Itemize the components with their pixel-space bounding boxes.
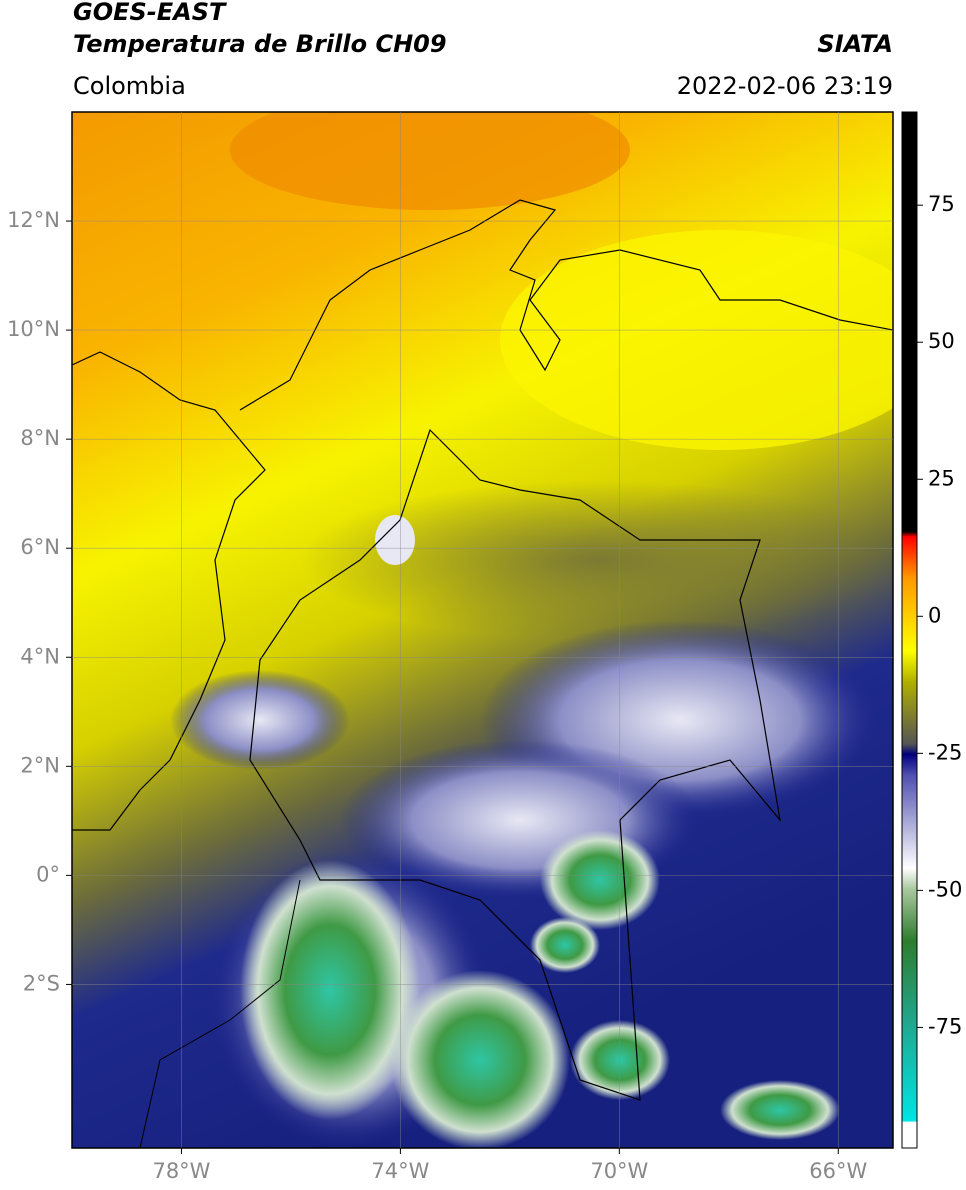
- title: GOES-EAST: [73, 0, 226, 26]
- y-tick-label: 10°N: [7, 317, 60, 341]
- y-tick-label: 12°N: [7, 208, 60, 232]
- colorbar-tick-label: -50: [928, 877, 962, 901]
- colorbar-tick-label: -75: [928, 1014, 962, 1038]
- x-tick-label: 70°W: [590, 1159, 648, 1183]
- x-tick-label: 66°W: [809, 1159, 867, 1183]
- x-tick-label: 74°W: [371, 1159, 429, 1183]
- colorbar: [901, 111, 918, 1149]
- y-tick-label: 0°: [36, 862, 60, 886]
- region: Colombia: [73, 72, 186, 100]
- x-tick-label: 78°W: [152, 1159, 210, 1183]
- y-tick-label: 6°N: [20, 535, 60, 559]
- y-tick-label: 4°N: [20, 644, 60, 668]
- map-frame: [71, 111, 894, 1149]
- title: Temperatura de Brillo CH09: [73, 30, 447, 58]
- datetime: 2022-02-06 23:19: [676, 72, 893, 100]
- colorbar-tick-label: 0: [928, 603, 941, 627]
- source: SIATA: [817, 30, 893, 58]
- colorbar-tick-label: 25: [928, 466, 955, 490]
- colorbar-tick-label: -25: [928, 740, 962, 764]
- colorbar-tick-label: 50: [928, 329, 955, 353]
- y-tick-label: 8°N: [20, 426, 60, 450]
- colorbar-tick-label: 75: [928, 192, 955, 216]
- y-tick-label: 2°N: [20, 753, 60, 777]
- y-tick-label: 2°S: [23, 971, 60, 995]
- satellite-image: [72, 112, 893, 1148]
